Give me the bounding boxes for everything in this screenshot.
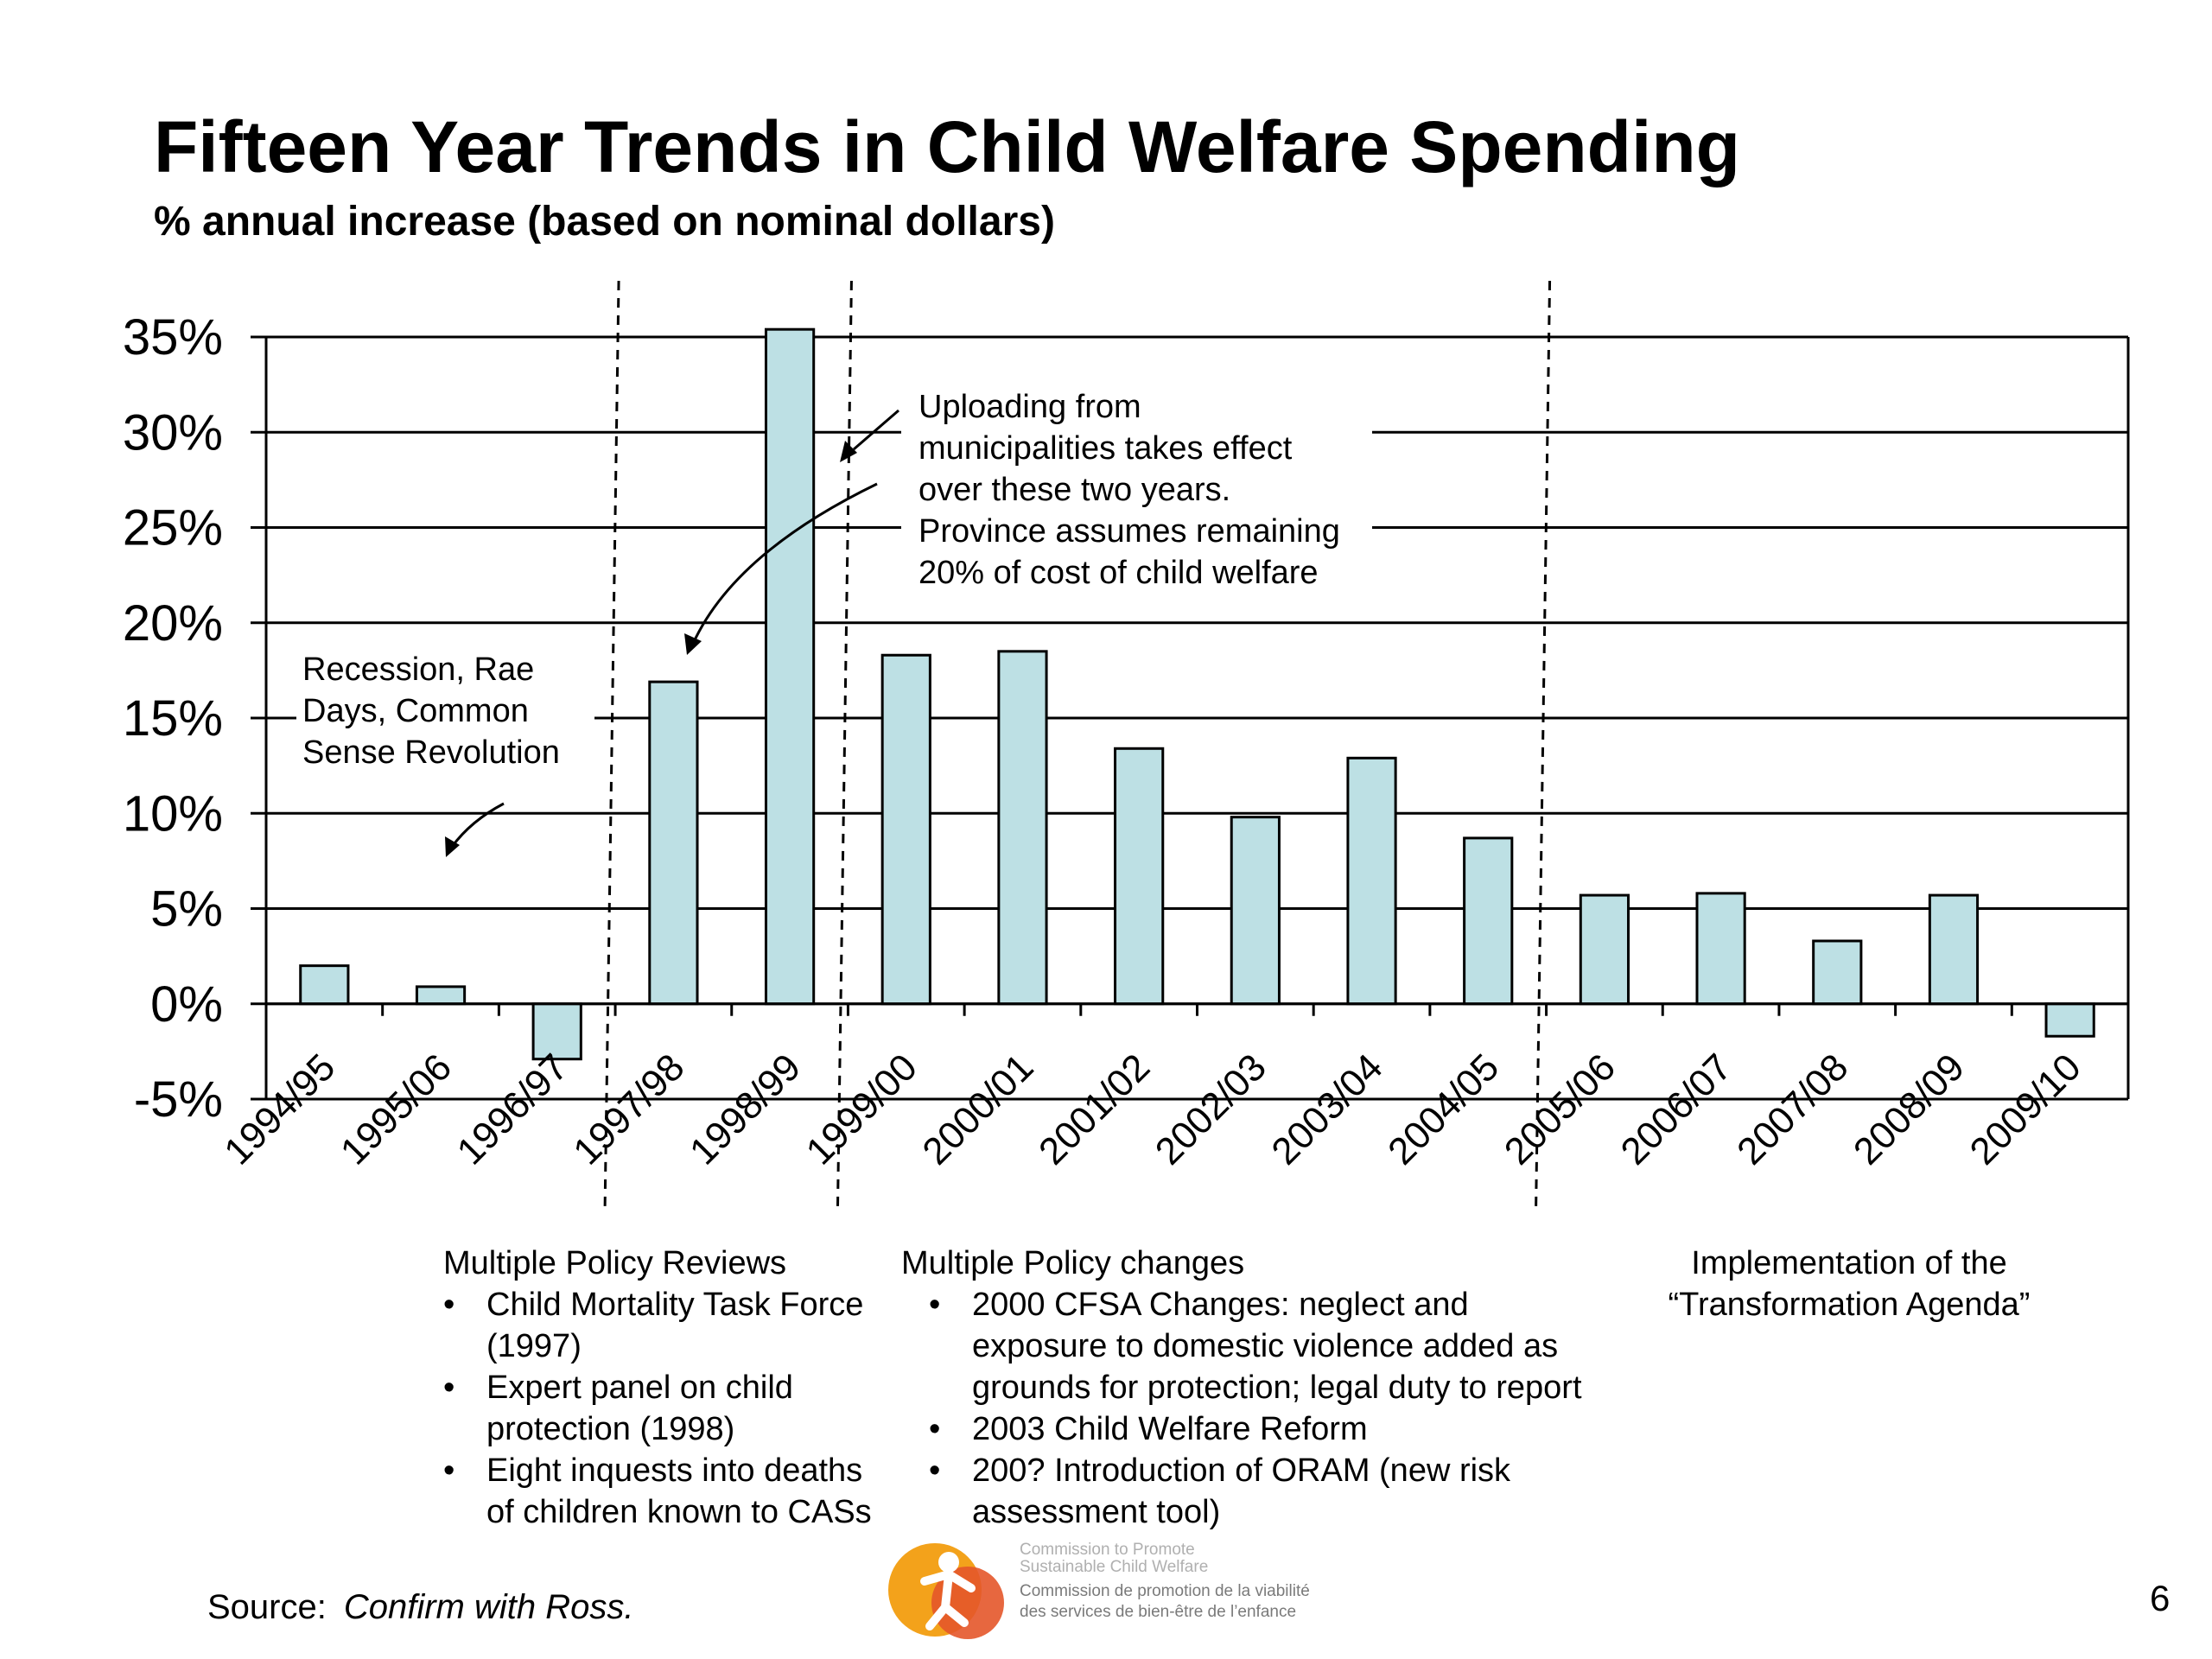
x-tick-label: 2003/04 xyxy=(1263,1046,1390,1173)
policy-changes-title: Multiple Policy changes xyxy=(901,1245,1245,1281)
annotation-line: Days, Common xyxy=(302,693,529,729)
bar-1996-97 xyxy=(531,1002,582,1061)
period-divider xyxy=(1535,280,1552,1211)
policy-reviews-note: Multiple Policy Reviews Child Mortality … xyxy=(443,1243,893,1533)
list-item: Expert panel on child protection (1998) xyxy=(443,1367,893,1450)
annotation-recession: Recession, Rae Days, Common Sense Revolu… xyxy=(302,652,560,771)
logo-line: Sustainable Child Welfare xyxy=(1020,1558,1209,1576)
x-tick-label: 1997/98 xyxy=(565,1046,692,1173)
bar-1999-00 xyxy=(880,653,931,1006)
bar-1995-06 xyxy=(415,985,467,1006)
bar-1997-98 xyxy=(648,680,699,1006)
annotation-line: municipalities takes effect xyxy=(918,430,1293,467)
x-tick-label: 1995/06 xyxy=(333,1046,460,1173)
transformation-line: Implementation of the xyxy=(1691,1245,2007,1281)
annotation-line: Province assumes remaining xyxy=(918,513,1340,550)
bar-2001-02 xyxy=(1114,747,1165,1006)
arrowhead xyxy=(684,633,702,655)
x-tick-label: 2004/05 xyxy=(1380,1046,1507,1173)
list-item: Eight inquests into deaths of children k… xyxy=(443,1450,893,1533)
logo-text: Commission to Promote Sustainable Child … xyxy=(1020,1541,1310,1657)
arrow-to-1998-bar xyxy=(691,482,878,645)
bar-2002-03 xyxy=(1230,816,1281,1006)
y-tick-label: 0% xyxy=(150,976,223,1033)
bar-2008-09 xyxy=(1928,893,1980,1006)
commission-logo: Commission to Promote Sustainable Child … xyxy=(881,1521,1365,1642)
annotation-line: over these two years. xyxy=(918,472,1230,508)
arrowhead xyxy=(445,836,460,857)
annotation-background xyxy=(901,380,1372,596)
source-value: Confirm with Ross. xyxy=(343,1588,634,1626)
x-tick-label: 2009/10 xyxy=(1962,1046,2089,1173)
x-tick-label: 2008/09 xyxy=(1846,1046,1973,1173)
y-tick-label: 30% xyxy=(123,404,223,461)
bar-2000-01 xyxy=(997,650,1048,1006)
y-tick-labels: 35% 30% 25% 20% 15% 10% 5% 0% -5% xyxy=(123,309,223,1128)
slide-subtitle: % annual increase (based on nominal doll… xyxy=(154,199,1055,245)
annotation-background xyxy=(296,644,594,773)
x-tick-label: 2006/07 xyxy=(1613,1046,1740,1173)
x-tick-label: 1999/00 xyxy=(798,1046,925,1173)
period-divider xyxy=(836,280,853,1211)
x-tick-label: 2000/01 xyxy=(914,1046,1041,1173)
y-tick-label: 5% xyxy=(150,881,223,938)
annotation-uploading: Uploading from municipalities takes effe… xyxy=(918,389,1349,591)
arrow-to-1999-bar xyxy=(853,409,899,451)
logo-line: des services de bien-être de l’enfance xyxy=(1020,1603,1297,1621)
list-item: 200? Introduction of ORAM (new risk asse… xyxy=(929,1450,1592,1533)
bar-1998-99 xyxy=(764,327,816,1006)
annotation-line: Uploading from xyxy=(918,389,1141,425)
arrow-recession xyxy=(450,802,505,848)
period-divider xyxy=(603,280,620,1211)
logo-mark-icon xyxy=(888,1543,1004,1639)
source-line: Source: Confirm with Ross. xyxy=(207,1588,633,1627)
bars xyxy=(299,327,2095,1061)
logo-line: Commission to Promote xyxy=(1020,1541,1195,1559)
arrowhead xyxy=(840,441,857,462)
x-tick-label: 2001/02 xyxy=(1031,1046,1158,1173)
annotation-line: 20% of cost of child welfare xyxy=(918,555,1319,591)
y-tick-label: -5% xyxy=(134,1071,223,1128)
bar-2009-10 xyxy=(2044,1002,2095,1038)
logo-line: Commission de promotion de la viabilité xyxy=(1020,1582,1310,1600)
bar-2007-08 xyxy=(1812,939,1863,1006)
bar-2006-07 xyxy=(1695,892,1746,1006)
y-tick-label: 35% xyxy=(123,309,223,365)
policy-reviews-list: Child Mortality Task Force (1997) Expert… xyxy=(443,1284,893,1533)
y-tick-label: 20% xyxy=(123,595,223,652)
bar-2005-06 xyxy=(1579,893,1630,1006)
x-tick-label: 2002/03 xyxy=(1147,1046,1274,1173)
list-item: 2003 Child Welfare Reform xyxy=(929,1408,1592,1450)
list-item: 2000 CFSA Changes: neglect and exposure … xyxy=(929,1284,1592,1408)
list-item: Child Mortality Task Force (1997) xyxy=(443,1284,893,1367)
bar-2003-04 xyxy=(1346,756,1397,1006)
transformation-note: Implementation of the “Transformation Ag… xyxy=(1624,1243,2074,1325)
x-tick-label: 2007/08 xyxy=(1729,1046,1856,1173)
bar-1994-95 xyxy=(299,964,350,1006)
policy-changes-note: Multiple Policy changes 2000 CFSA Change… xyxy=(901,1243,1592,1533)
transformation-line: “Transformation Agenda” xyxy=(1668,1287,2031,1323)
annotation-line: Recession, Rae xyxy=(302,652,534,688)
y-tick-label: 25% xyxy=(123,500,223,556)
page-number: 6 xyxy=(2150,1578,2171,1618)
policy-reviews-title: Multiple Policy Reviews xyxy=(443,1245,787,1281)
y-tick-label: 15% xyxy=(123,690,223,747)
bar-2004-05 xyxy=(1463,836,1514,1006)
policy-changes-list: 2000 CFSA Changes: neglect and exposure … xyxy=(901,1284,1592,1533)
slide-title: Fifteen Year Trends in Child Welfare Spe… xyxy=(154,106,1740,188)
source-label: Source: xyxy=(207,1588,327,1626)
x-tick-labels: 1994/951995/061996/971997/981998/991999/… xyxy=(216,1046,2088,1173)
y-tick-label: 10% xyxy=(123,785,223,842)
x-tick-label: 1998/99 xyxy=(682,1046,809,1173)
x-tick-label: 2005/06 xyxy=(1497,1046,1624,1173)
axes xyxy=(264,337,2130,1101)
x-tick-label: 1994/95 xyxy=(216,1046,343,1173)
annotation-line: Sense Revolution xyxy=(302,734,560,771)
x-tick-label: 1996/97 xyxy=(449,1046,576,1173)
